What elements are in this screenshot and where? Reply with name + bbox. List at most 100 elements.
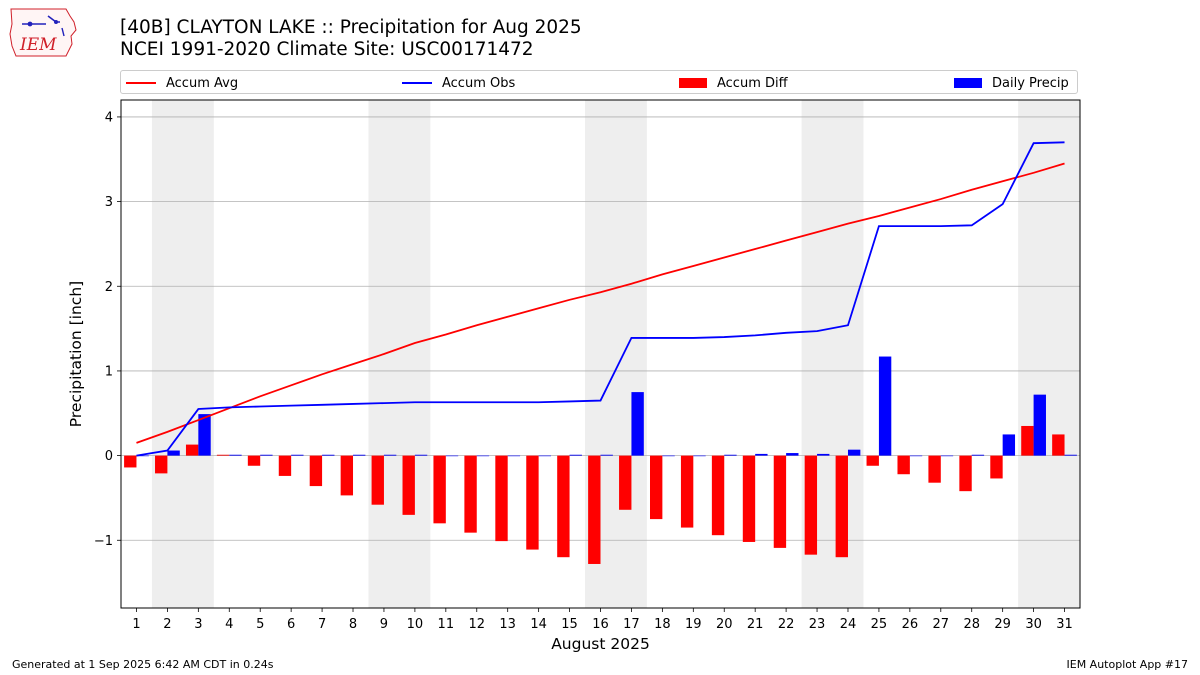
accum-diff-bar-4 (216, 454, 230, 456)
daily-precip-bar-20 (724, 454, 737, 456)
x-tick-label: 20 (716, 617, 733, 632)
daily-precip-bar-22 (786, 453, 799, 456)
legend-label-daily-precip: Daily Precip (992, 75, 1069, 91)
accum-diff-bar-25 (866, 455, 879, 466)
x-tick-label: 30 (1025, 617, 1042, 632)
daily-precip-bar-5 (260, 454, 273, 456)
x-tick-label: 15 (561, 617, 578, 632)
daily-precip-bar-2 (167, 450, 180, 456)
x-tick-label: 4 (225, 617, 233, 632)
x-tick-label: 10 (407, 617, 424, 632)
x-tick-label: 24 (840, 617, 857, 632)
x-tick-label: 28 (963, 617, 980, 632)
daily-precip-bar-10 (414, 454, 428, 456)
x-tick-label: 6 (287, 617, 295, 632)
daily-precip-bar-3 (198, 414, 211, 456)
y-tick-label: 4 (105, 110, 113, 125)
daily-precip-bar-15 (569, 454, 582, 456)
daily-precip-bar-16 (600, 454, 613, 456)
accum-diff-bar-28 (959, 455, 972, 492)
accum-diff-bar-20 (711, 455, 725, 536)
daily-precip-bar-13 (507, 455, 521, 457)
accum-diff-bar-1 (124, 455, 137, 468)
accum-diff-bar-19 (680, 455, 694, 528)
weekend-shade-2 (368, 100, 431, 608)
chart-title: [40B] CLAYTON LAKE :: Precipitation for … (120, 17, 582, 61)
accum-avg-line (136, 162, 1065, 444)
accum-diff-bar-21 (742, 455, 756, 542)
x-tick-label: 16 (592, 617, 609, 632)
x-tick-label: 27 (933, 617, 950, 632)
accum-diff-bar-29 (990, 455, 1003, 479)
accum-diff-bar-12 (464, 455, 477, 533)
daily-precip-bar-12 (476, 455, 490, 457)
svg-text:IEM: IEM (19, 35, 57, 55)
accum-diff-bar-30 (1021, 425, 1034, 456)
accum-diff-bar-3 (185, 444, 199, 456)
accum-diff-bar-11 (433, 455, 446, 524)
y-axis-label: Precipitation [inch] (67, 281, 85, 427)
accum-diff-bar-15 (557, 455, 570, 558)
accum-diff-bar-17 (619, 455, 632, 510)
daily-precip-bar-29 (1002, 434, 1016, 456)
accum-diff-bar-23 (804, 455, 818, 555)
accum-diff-bar-14 (526, 455, 539, 550)
x-tick-label: 5 (256, 617, 264, 632)
plot-area-frame (120, 99, 1081, 609)
chart-legend: Accum Avg Accum Obs Accum Diff Daily Pre… (120, 70, 1078, 94)
legend-label-accum-avg: Accum Avg (166, 75, 239, 91)
accum-diff-bar-7 (309, 455, 323, 487)
accum-diff-bar-26 (897, 455, 910, 475)
accum-diff-bar-8 (340, 455, 354, 496)
legend-swatch-accum-diff (679, 78, 707, 88)
iem-logo: IEM (8, 6, 80, 58)
y-tick-label: 1 (105, 364, 113, 379)
daily-precip-bar-23 (817, 453, 830, 456)
title-line-2: NCEI 1991-2020 Climate Site: USC00171472 (120, 39, 534, 60)
x-tick-label: 22 (778, 617, 795, 632)
legend-item-accum-avg: Accum Avg (126, 74, 238, 92)
legend-item-accum-diff: Accum Diff (679, 74, 788, 92)
daily-precip-bar-9 (383, 454, 397, 456)
accum-diff-bar-6 (278, 455, 292, 476)
footer-app-label: IEM Autoplot App #17 (1066, 658, 1189, 671)
x-tick-label: 18 (654, 617, 671, 632)
daily-precip-bar-14 (538, 455, 552, 457)
x-tick-label: 25 (871, 617, 888, 632)
daily-precip-bar-7 (322, 454, 335, 456)
x-tick-label: 3 (194, 617, 202, 632)
title-line-1: [40B] CLAYTON LAKE :: Precipitation for … (120, 17, 582, 38)
x-tick-label: 11 (438, 617, 455, 632)
x-axis-label: August 2025 (551, 635, 650, 653)
x-tick-label: 1 (132, 617, 140, 632)
daily-precip-bar-1 (136, 455, 149, 457)
x-tick-label: 12 (468, 617, 485, 632)
daily-precip-bar-4 (229, 454, 242, 456)
legend-swatch-daily-precip (954, 78, 982, 88)
daily-precip-bar-6 (291, 454, 304, 456)
legend-item-daily-precip: Daily Precip (954, 74, 1069, 92)
x-tick-label: 29 (994, 617, 1011, 632)
x-tick-label: 23 (809, 617, 826, 632)
legend-label-accum-obs: Accum Obs (442, 75, 516, 91)
y-tick-label: 3 (105, 195, 113, 210)
daily-precip-bar-30 (1033, 394, 1046, 456)
x-tick-label: 17 (623, 617, 640, 632)
accum-diff-bar-27 (928, 455, 941, 483)
accum-obs-line (136, 141, 1065, 457)
y-tick-label: 0 (105, 449, 113, 464)
legend-swatch-accum-obs (402, 82, 432, 84)
daily-precip-bar-8 (353, 454, 366, 456)
accum-diff-bar-9 (371, 455, 384, 505)
daily-precip-bar-18 (662, 455, 675, 457)
accum-diff-bar-31 (1052, 434, 1065, 456)
x-tick-label: 7 (318, 617, 326, 632)
daily-precip-bar-21 (755, 453, 768, 456)
x-tick-label: 8 (349, 617, 357, 632)
x-tick-label: 26 (902, 617, 919, 632)
y-tick-label: 2 (105, 280, 113, 295)
daily-precip-bar-31 (1064, 454, 1077, 456)
x-tick-label: 13 (499, 617, 516, 632)
x-tick-label: 2 (163, 617, 171, 632)
